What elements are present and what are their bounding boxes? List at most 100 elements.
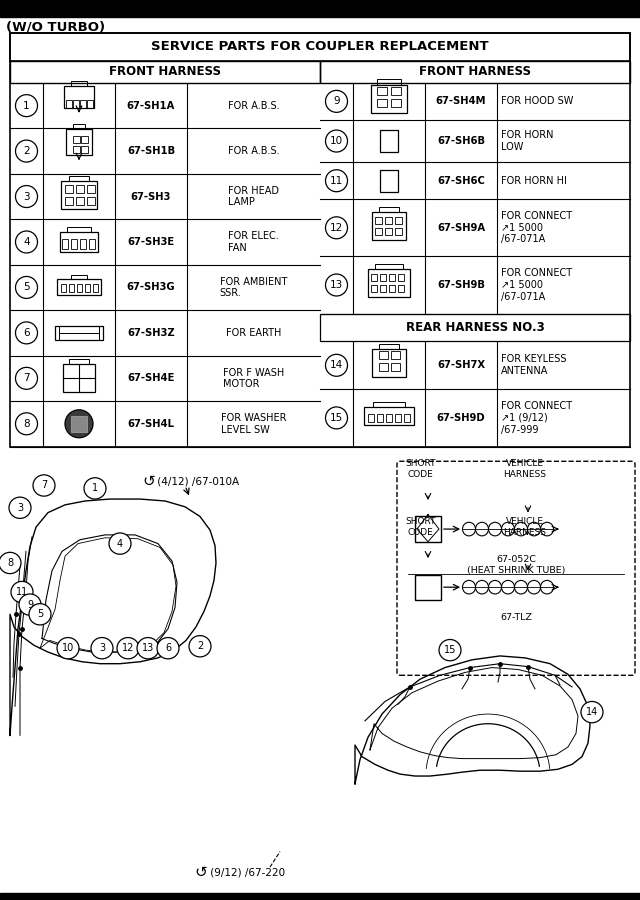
Bar (65, 196, 73, 204)
Bar (395, 228, 402, 235)
Text: FOR A.B.S.: FOR A.B.S. (228, 101, 279, 111)
Bar (372, 212, 406, 239)
Text: 67-SH1A: 67-SH1A (127, 101, 175, 111)
Bar (77, 284, 82, 292)
Text: 11: 11 (330, 176, 343, 185)
Text: FOR ELEC.
FAN: FOR ELEC. FAN (228, 231, 279, 253)
Bar (371, 285, 377, 292)
Text: 67-SH3E: 67-SH3E (127, 237, 175, 247)
Bar (415, 517, 441, 542)
Bar (0, 0, 640, 17)
Text: 1: 1 (23, 101, 30, 111)
Text: FOR HEAD
LAMP: FOR HEAD LAMP (228, 185, 279, 207)
Bar (85, 284, 90, 292)
Text: (W/O TURBO): (W/O TURBO) (6, 21, 105, 33)
Text: 13: 13 (142, 644, 154, 653)
Bar (64, 86, 94, 108)
Bar (395, 414, 401, 422)
Text: 3: 3 (23, 192, 30, 202)
Bar (389, 285, 395, 292)
Bar (379, 364, 388, 372)
Bar (80, 100, 86, 108)
Bar (368, 414, 374, 422)
Bar (73, 124, 85, 129)
Bar (10, 33, 630, 61)
Bar (391, 351, 400, 359)
Text: 67-SH1B: 67-SH1B (127, 146, 175, 156)
Bar (320, 313, 630, 341)
Bar (377, 87, 387, 95)
Bar (55, 326, 103, 340)
Text: 7: 7 (23, 374, 30, 383)
Text: 7: 7 (41, 481, 47, 491)
Text: 67-SH3Z: 67-SH3Z (127, 328, 175, 338)
Text: FOR EARTH: FOR EARTH (226, 328, 281, 338)
Circle shape (137, 637, 159, 659)
Bar (379, 207, 399, 211)
Bar (377, 99, 387, 107)
Bar (373, 402, 405, 407)
Bar (377, 79, 401, 86)
Bar (63, 364, 95, 392)
Text: FRONT HARNESS: FRONT HARNESS (109, 66, 221, 78)
Text: SERVICE PARTS FOR COUPLER REPLACEMENT: SERVICE PARTS FOR COUPLER REPLACEMENT (151, 40, 489, 53)
Text: 67-SH9B: 67-SH9B (437, 280, 485, 290)
Circle shape (109, 533, 131, 554)
Bar (57, 279, 101, 295)
Text: (4/12) /67-010A: (4/12) /67-010A (154, 477, 239, 487)
Text: 5: 5 (37, 609, 43, 619)
Bar (71, 81, 87, 86)
Bar (65, 184, 73, 193)
Circle shape (581, 701, 603, 723)
Text: SHORT
CODE: SHORT CODE (405, 518, 435, 536)
Text: FOR HORN HI: FOR HORN HI (501, 176, 567, 185)
Bar (380, 130, 398, 152)
Bar (66, 129, 92, 155)
Text: FOR F WASH
MOTOR: FOR F WASH MOTOR (223, 367, 284, 389)
Bar (10, 61, 320, 83)
Bar (73, 100, 79, 108)
Bar (81, 146, 88, 153)
Bar (93, 284, 98, 292)
Text: 14: 14 (586, 707, 598, 717)
Text: 67-052C
(HEAT SHRINK TUBE): 67-052C (HEAT SHRINK TUBE) (467, 555, 565, 574)
Circle shape (9, 497, 31, 518)
Text: $\circlearrowleft$: $\circlearrowleft$ (140, 474, 156, 489)
Text: 5: 5 (23, 283, 30, 293)
Text: FOR CONNECT
↗1 5000
/67-071A: FOR CONNECT ↗1 5000 /67-071A (501, 268, 572, 302)
Text: VEHICLE
HARNESS: VEHICLE HARNESS (503, 459, 546, 479)
Bar (386, 414, 392, 422)
Text: FOR HORN
LOW: FOR HORN LOW (501, 130, 554, 152)
Text: FRONT HARNESS: FRONT HARNESS (419, 66, 531, 78)
Bar (375, 264, 403, 269)
Bar (0, 893, 640, 900)
Bar (391, 99, 401, 107)
Bar (61, 284, 66, 292)
Text: 1: 1 (92, 483, 98, 493)
Text: 13: 13 (330, 280, 343, 290)
Text: 4: 4 (23, 237, 30, 247)
Bar (371, 274, 377, 281)
Text: 2: 2 (23, 146, 30, 156)
Bar (364, 407, 414, 425)
Bar (62, 239, 68, 249)
Text: 15: 15 (330, 413, 343, 423)
Bar (80, 239, 86, 249)
Circle shape (57, 637, 79, 659)
Bar (71, 416, 87, 432)
Text: 12: 12 (330, 223, 343, 233)
Text: (9/12) /67-220: (9/12) /67-220 (207, 868, 285, 878)
Bar (73, 146, 80, 153)
Bar (69, 284, 74, 292)
Bar (398, 274, 404, 281)
Text: 6: 6 (165, 644, 171, 653)
Circle shape (157, 637, 179, 659)
Bar (415, 574, 441, 599)
Text: 15: 15 (444, 645, 456, 655)
Bar (87, 184, 95, 193)
Text: SHORT
CODE: SHORT CODE (405, 459, 435, 479)
Circle shape (65, 410, 93, 437)
Bar (379, 345, 399, 349)
Bar (66, 100, 72, 108)
Bar (71, 275, 87, 279)
